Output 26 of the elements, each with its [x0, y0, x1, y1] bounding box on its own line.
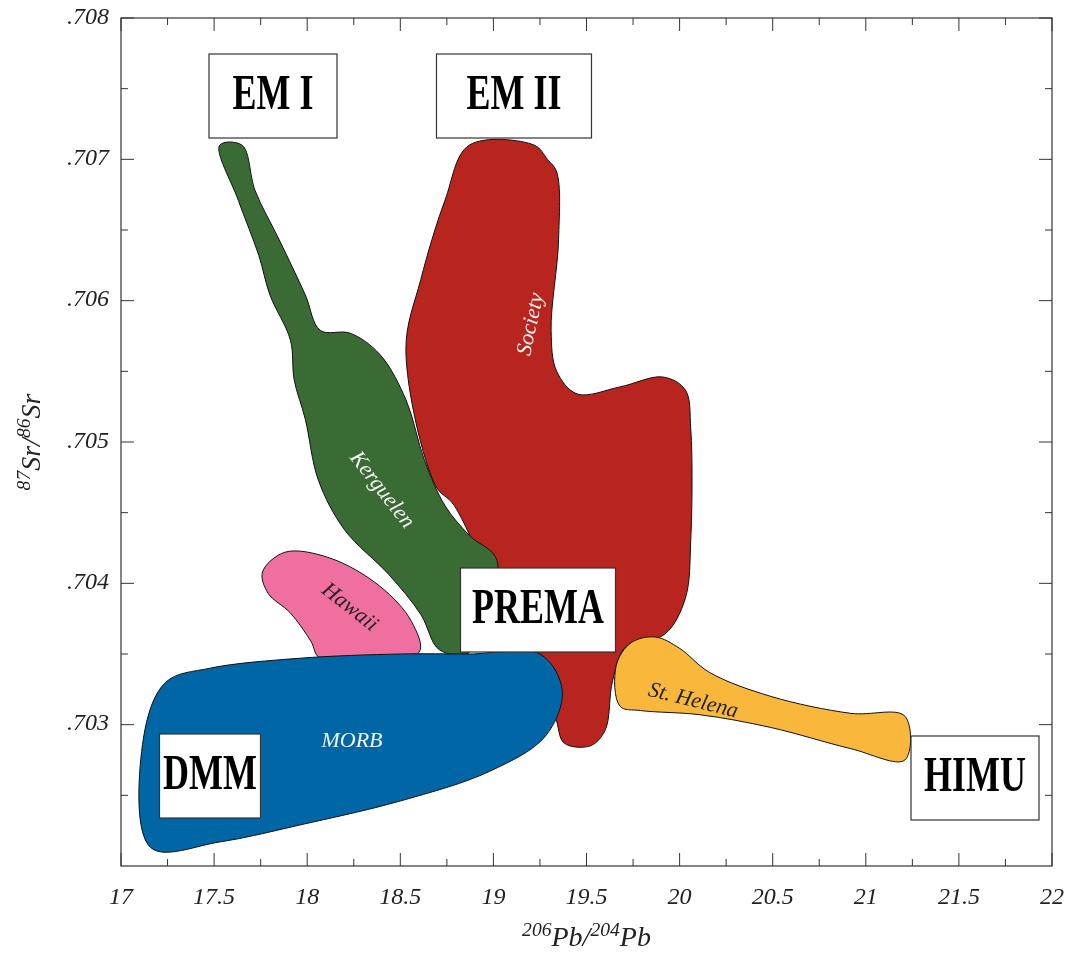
x-axis-title: $^{206}$Pb/$^{204}$Pb	[522, 918, 651, 952]
x-tick-label: 17.5	[193, 883, 236, 909]
series-label: Society	[510, 290, 549, 358]
y-tick-label: .703	[67, 709, 109, 736]
y-tick-label: .704	[67, 567, 109, 594]
annotation: HIMU	[924, 746, 1026, 802]
x-tick-label: 19	[481, 883, 506, 909]
y-tick-label: .708	[67, 2, 109, 29]
x-tick-label: 19.5	[565, 883, 608, 909]
annotation: DMM	[163, 744, 257, 800]
annotation: EM II	[466, 64, 562, 120]
y-tick-label: .706	[67, 285, 109, 312]
x-tick-label: 22	[1040, 883, 1064, 909]
x-tick-label: 18	[295, 883, 320, 909]
x-tick-label: 21.5	[937, 883, 980, 909]
x-tick-label: 20	[667, 883, 692, 909]
y-tick-label: .707	[67, 143, 110, 170]
x-tick-label: 21	[853, 883, 878, 909]
y-tick-label: .705	[67, 426, 109, 453]
series-label: St. Helena	[646, 676, 742, 723]
x-tick-label: 17	[109, 883, 134, 909]
series-label: MORB	[320, 727, 383, 753]
annotation: PREMA	[472, 578, 605, 634]
x-tick-label: 18.5	[379, 883, 422, 909]
annotation: EM I	[232, 64, 314, 120]
x-tick-label: 20.5	[751, 883, 794, 909]
